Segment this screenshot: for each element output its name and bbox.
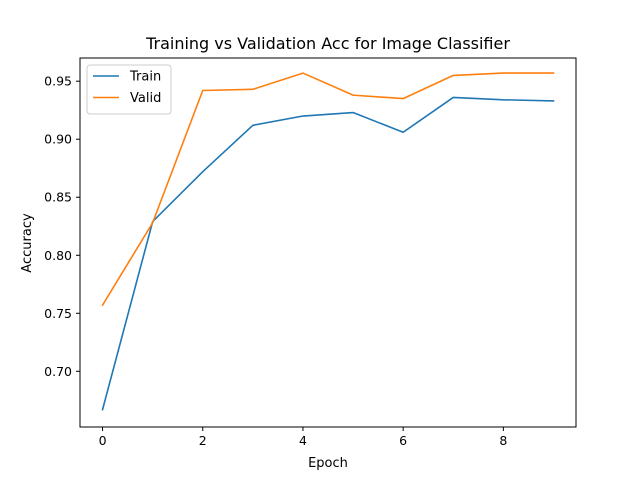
- y-axis-ticks: 0.70 0.75 0.80 0.85 0.90 0.95: [44, 74, 80, 379]
- x-tick-label: 2: [199, 433, 207, 448]
- x-axis-ticks: 0 2 4 6 8: [99, 427, 507, 448]
- legend-label-valid: Valid: [130, 91, 161, 106]
- y-tick-label: 0.70: [44, 364, 72, 379]
- plot-frame: [79, 57, 577, 428]
- legend: Train Valid: [86, 64, 172, 115]
- y-tick-label: 0.90: [44, 132, 72, 147]
- series-line-train: [101, 96, 555, 411]
- y-tick-label: 0.80: [44, 248, 72, 263]
- x-tick-label: 4: [299, 433, 307, 448]
- x-tick-label: 8: [499, 433, 507, 448]
- x-tick-label: 0: [99, 433, 107, 448]
- x-axis-label: Epoch: [308, 456, 348, 471]
- x-tick-label: 6: [399, 433, 407, 448]
- chart-title: Training vs Validation Acc for Image Cla…: [145, 34, 510, 53]
- series-line-valid: [101, 72, 555, 307]
- legend-label-train: Train: [129, 70, 161, 85]
- legend-box: [86, 64, 172, 115]
- y-tick-label: 0.75: [44, 306, 72, 321]
- y-tick-label: 0.85: [44, 190, 72, 205]
- series-layer: [101, 72, 555, 411]
- y-tick-label: 0.95: [44, 74, 72, 89]
- plot-area: 0 2 4 6 8 0.70 0.75 0.80 0.85 0.90 0.95: [44, 57, 577, 448]
- y-axis-label: Accuracy: [20, 213, 35, 273]
- legend-items: Train Valid: [93, 70, 161, 106]
